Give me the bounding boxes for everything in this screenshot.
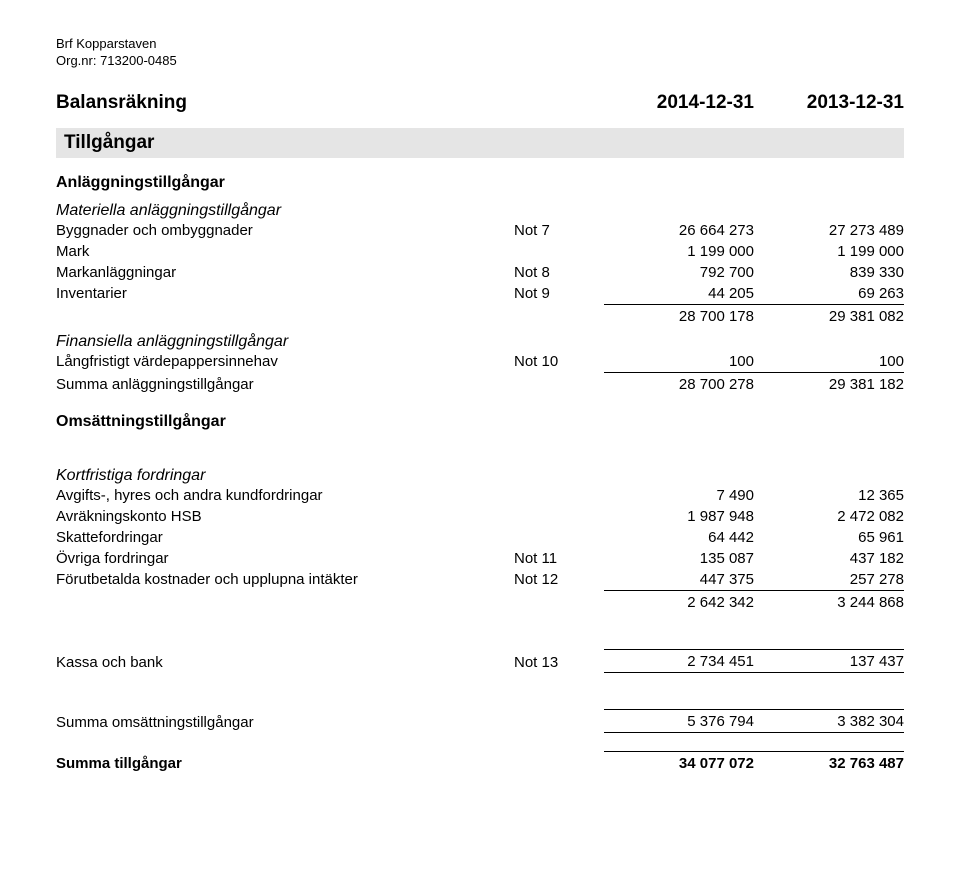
cell-value: 792 700 — [604, 262, 754, 283]
cell-value: 69 263 — [754, 283, 904, 304]
report-title-row: Balansräkning 2014-12-31 2013-12-31 — [56, 92, 904, 114]
sub-short-receivables: Kortfristiga fordringar — [56, 467, 904, 485]
row-tax-receivable: Skattefordringar 64 442 65 961 — [56, 527, 904, 548]
cell-value: 100 — [754, 351, 904, 372]
cell-value: 257 278 — [754, 569, 904, 590]
cell-note: Not 9 — [514, 283, 604, 304]
cell-value: 28 700 278 — [604, 372, 754, 395]
cell-label: Summa omsättningstillgångar — [56, 712, 514, 733]
row-buildings: Byggnader och ombyggnader Not 7 26 664 2… — [56, 220, 904, 241]
cell-value: 34 077 072 — [604, 751, 754, 774]
section-assets: Tillgångar — [56, 128, 904, 158]
cell-label: Summa tillgångar — [56, 753, 514, 774]
cell-label: Skattefordringar — [56, 527, 514, 548]
row-prepaid-expenses: Förutbetalda kostnader och upplupna intä… — [56, 569, 904, 590]
org-name: Brf Kopparstaven — [56, 36, 904, 51]
cell-value: 64 442 — [604, 527, 754, 548]
cell-value: 3 382 304 — [754, 709, 904, 733]
column-header-1: 2014-12-31 — [604, 92, 754, 114]
row-hsb-account: Avräkningskonto HSB 1 987 948 2 472 082 — [56, 506, 904, 527]
cell-label: Summa anläggningstillgångar — [56, 374, 514, 395]
cell-note: Not 12 — [514, 569, 604, 590]
sub-fixed-assets: Anläggningstillgångar — [56, 174, 904, 192]
cell-note: Not 10 — [514, 351, 604, 372]
cell-value: 2 734 451 — [604, 649, 754, 673]
cell-value: 44 205 — [604, 283, 754, 304]
cell-value: 137 437 — [754, 649, 904, 673]
cell-note: Not 8 — [514, 262, 604, 283]
cell-value: 28 700 178 — [604, 304, 754, 327]
cell-note: Not 7 — [514, 220, 604, 241]
cell-label: Byggnader och ombyggnader — [56, 220, 514, 241]
cell-label: Inventarier — [56, 283, 514, 304]
cell-value: 12 365 — [754, 485, 904, 506]
cell-value: 1 987 948 — [604, 506, 754, 527]
cell-label: Mark — [56, 241, 514, 262]
cell-value: 29 381 182 — [754, 372, 904, 395]
row-tangible-subtotal: 28 700 178 29 381 082 — [56, 304, 904, 327]
row-long-term-securities: Långfristigt värdepappersinnehav Not 10 … — [56, 351, 904, 372]
row-other-receivables: Övriga fordringar Not 11 135 087 437 182 — [56, 548, 904, 569]
sub-current-assets: Omsättningstillgångar — [56, 413, 904, 431]
cell-value: 437 182 — [754, 548, 904, 569]
cell-label: Kassa och bank — [56, 652, 514, 673]
cell-value: 65 961 — [754, 527, 904, 548]
report-title: Balansräkning — [56, 92, 514, 114]
cell-value: 7 490 — [604, 485, 754, 506]
cell-value: 3 244 868 — [754, 590, 904, 613]
column-header-2: 2013-12-31 — [754, 92, 904, 114]
cell-label: Långfristigt värdepappersinnehav — [56, 351, 514, 372]
cell-value: 26 664 273 — [604, 220, 754, 241]
cell-label: Förutbetalda kostnader och upplupna intä… — [56, 569, 514, 590]
cell-value: 1 199 000 — [754, 241, 904, 262]
cell-value: 100 — [604, 351, 754, 372]
row-fees-receivable: Avgifts-, hyres och andra kundfordringar… — [56, 485, 904, 506]
cell-value: 29 381 082 — [754, 304, 904, 327]
cell-label: Avgifts-, hyres och andra kundfordringar — [56, 485, 514, 506]
cell-value: 5 376 794 — [604, 709, 754, 733]
row-sum-fixed-assets: Summa anläggningstillgångar 28 700 278 2… — [56, 372, 904, 395]
sub-tangible: Materiella anläggningstillgångar — [56, 202, 904, 220]
sub-financial: Finansiella anläggningstillgångar — [56, 333, 904, 351]
row-total-assets: Summa tillgångar 34 077 072 32 763 487 — [56, 751, 904, 774]
row-receivables-subtotal: 2 642 342 3 244 868 — [56, 590, 904, 613]
cell-value: 27 273 489 — [754, 220, 904, 241]
row-land-improvements: Markanläggningar Not 8 792 700 839 330 — [56, 262, 904, 283]
cell-value: 32 763 487 — [754, 751, 904, 774]
row-inventory: Inventarier Not 9 44 205 69 263 — [56, 283, 904, 304]
org-number: Org.nr: 713200-0485 — [56, 53, 904, 68]
cell-note: Not 13 — [514, 652, 604, 673]
cell-value: 2 642 342 — [604, 590, 754, 613]
cell-label: Avräkningskonto HSB — [56, 506, 514, 527]
cell-note: Not 11 — [514, 548, 604, 569]
cell-value: 1 199 000 — [604, 241, 754, 262]
row-cash-and-bank: Kassa och bank Not 13 2 734 451 137 437 — [56, 649, 904, 673]
cell-label: Markanläggningar — [56, 262, 514, 283]
row-land: Mark 1 199 000 1 199 000 — [56, 241, 904, 262]
cell-value: 135 087 — [604, 548, 754, 569]
row-sum-current-assets: Summa omsättningstillgångar 5 376 794 3 … — [56, 709, 904, 733]
cell-label: Övriga fordringar — [56, 548, 514, 569]
cell-value: 447 375 — [604, 569, 754, 590]
cell-value: 2 472 082 — [754, 506, 904, 527]
cell-value: 839 330 — [754, 262, 904, 283]
